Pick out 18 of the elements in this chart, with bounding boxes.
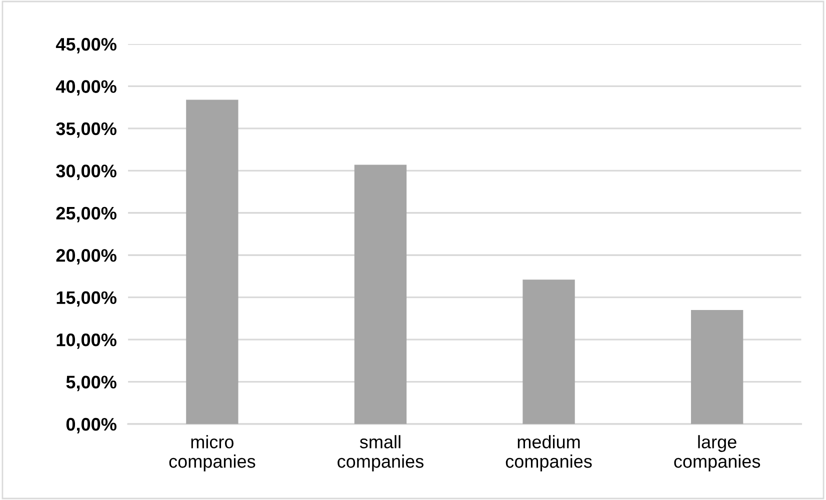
y-tick-label: 40,00% — [56, 80, 116, 96]
y-tick-label: 10,00% — [56, 333, 116, 349]
y-tick-label: 15,00% — [56, 291, 116, 307]
y-tick-label: 45,00% — [56, 38, 116, 54]
y-tick-label: 30,00% — [56, 164, 116, 180]
bar — [522, 280, 575, 424]
bar — [690, 310, 744, 424]
y-tick-label: 5,00% — [66, 376, 116, 392]
x-tick-label: small companies — [338, 435, 424, 472]
y-tick-label: 0,00% — [66, 418, 116, 434]
x-tick-label: medium companies — [506, 435, 592, 472]
x-tick-label: micro companies — [169, 435, 256, 472]
y-tick-label: 20,00% — [56, 249, 116, 264]
bar — [354, 164, 407, 424]
y-tick-label: 25,00% — [56, 206, 116, 222]
bar — [186, 100, 238, 424]
x-tick-label: large companies — [674, 435, 760, 472]
y-tick-label: 35,00% — [56, 122, 116, 138]
